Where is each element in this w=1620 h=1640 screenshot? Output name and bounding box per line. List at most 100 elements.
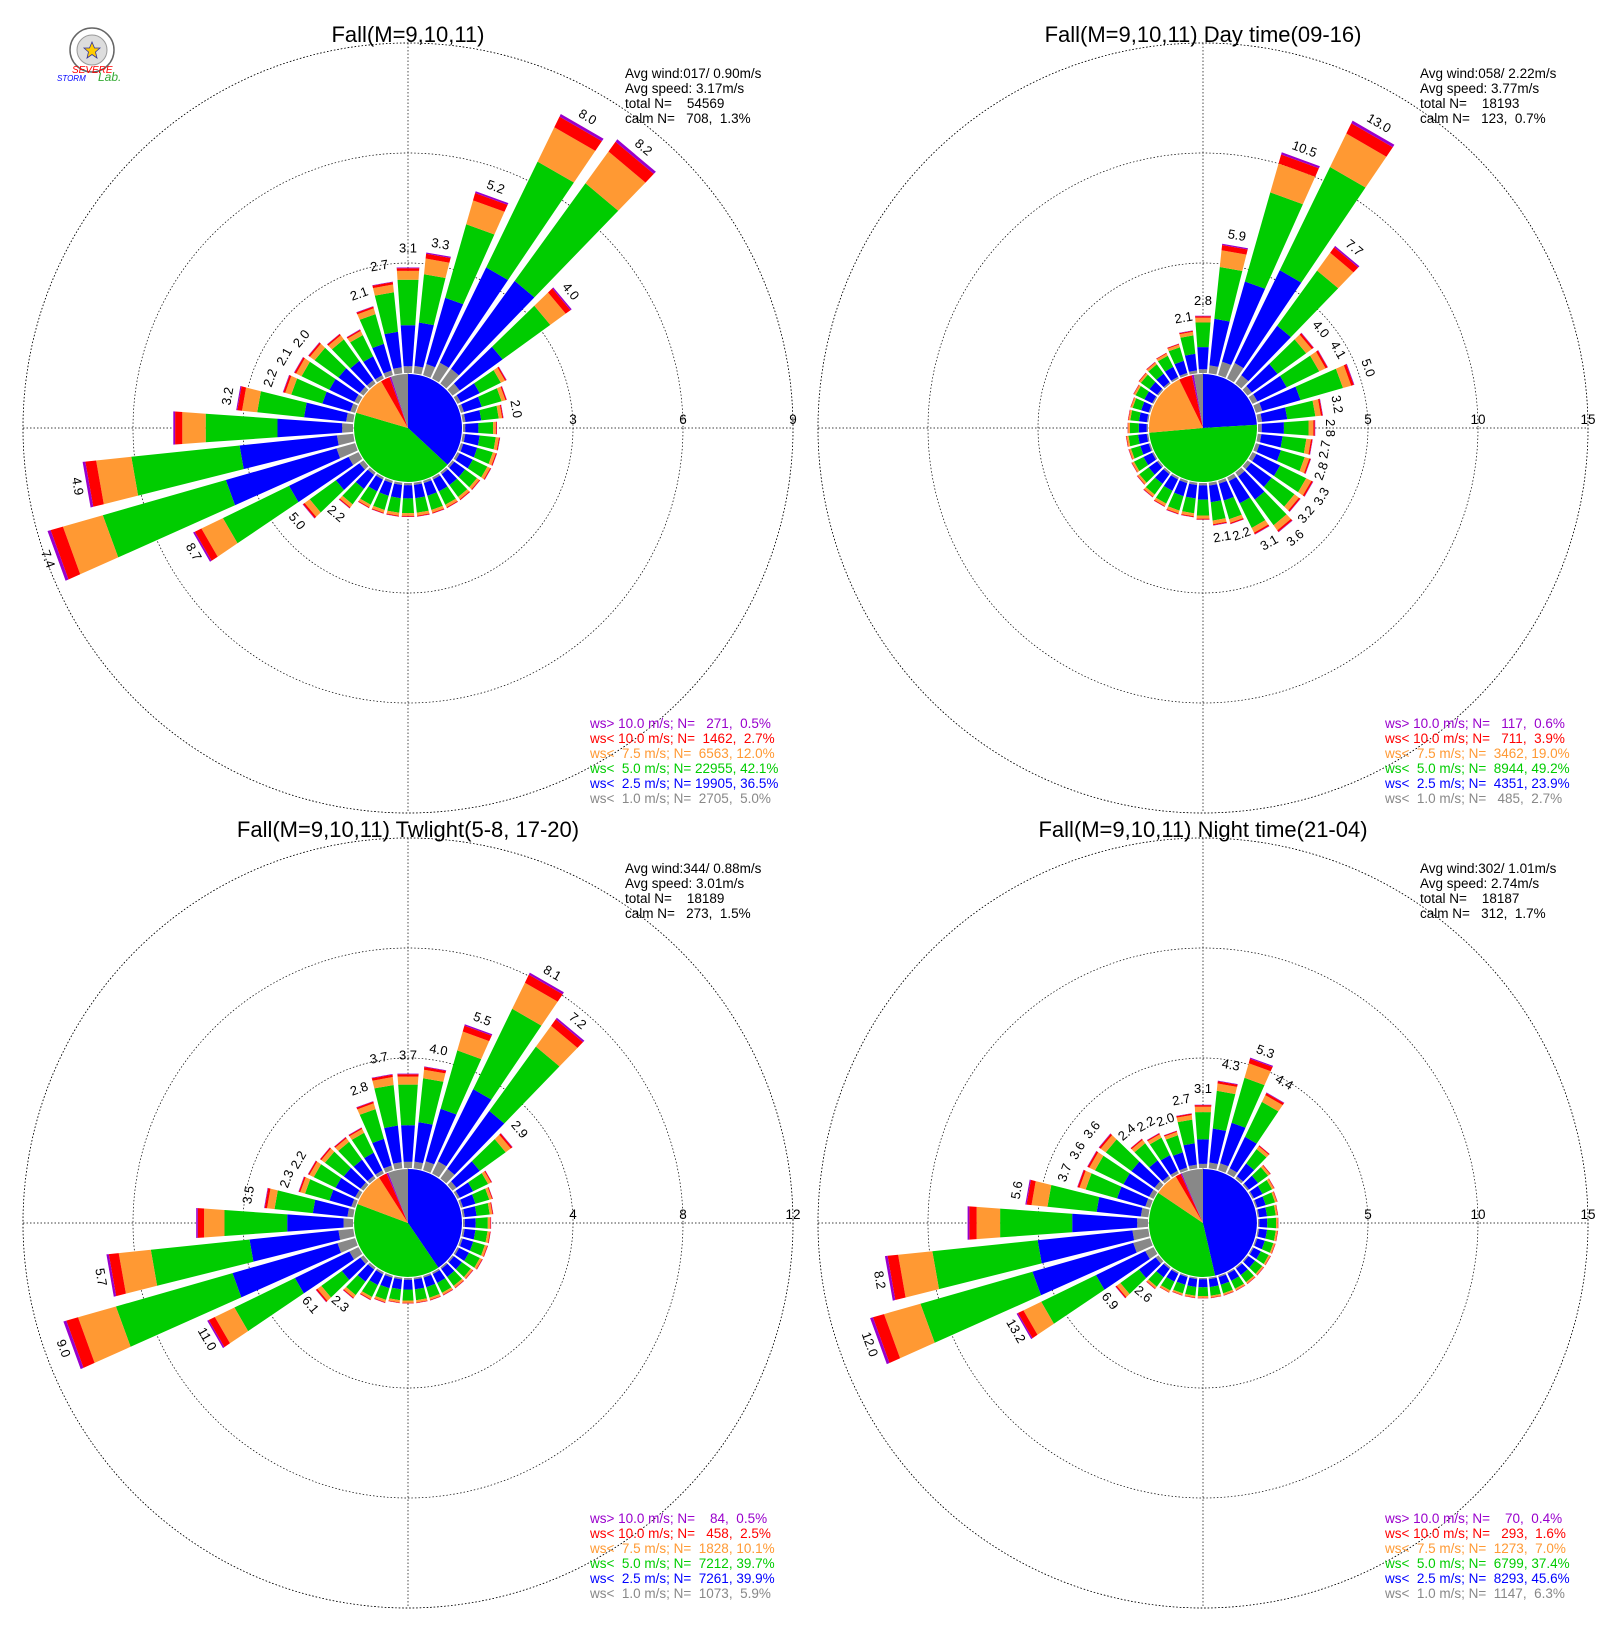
pie-slice xyxy=(357,1177,408,1223)
petal-segment-ws_lt_5 xyxy=(1240,1269,1254,1283)
petal-value-label: 5.3 xyxy=(1254,1041,1276,1061)
petal-segment-ws_lt_10 xyxy=(483,1245,488,1257)
petal-value-label: 2.2 xyxy=(1230,523,1252,543)
petal-segment-ws_lt_10 xyxy=(85,460,104,507)
petal-segment-ws_lt_1 xyxy=(432,1161,447,1178)
petal-segment-ws_lt_10 xyxy=(548,288,571,314)
petal-90 xyxy=(463,421,497,435)
petal-segment-ws_gt_10 xyxy=(1153,500,1165,507)
petal-segment-ws_gt_10 xyxy=(348,1127,362,1136)
petal-segment-ws_lt_7_5 xyxy=(357,308,376,320)
petal-segment-ws_gt_10 xyxy=(1127,409,1130,421)
petal-segment-ws_lt_1 xyxy=(1163,467,1171,475)
pie-slice xyxy=(1179,375,1203,428)
petal-segment-ws_gt_10 xyxy=(417,514,430,517)
petal-segment-ws_lt_5 xyxy=(1262,1192,1276,1206)
petal-0: 2.8 xyxy=(1194,293,1212,373)
petal-segment-ws_gt_10 xyxy=(1254,525,1270,535)
petal-segment-ws_lt_10 xyxy=(1138,372,1147,382)
petal-segment-ws_gt_10 xyxy=(1166,509,1179,515)
petal-segment-ws_lt_1 xyxy=(1179,1167,1188,1173)
petal-segment-ws_lt_10 xyxy=(1318,398,1323,416)
petal-segment-ws_lt_7_5 xyxy=(1159,1285,1171,1293)
petal-segment-ws_gt_10 xyxy=(1230,519,1244,525)
petal-segment-ws_gt_10 xyxy=(356,306,374,313)
petal-20: 10.5 xyxy=(1218,138,1320,378)
petal-segment-ws_lt_2_5 xyxy=(403,1279,413,1290)
petal-value-label: 3.7 xyxy=(399,1048,417,1063)
petal-segment-ws_lt_2_5 xyxy=(304,402,348,422)
petal-segment-ws_lt_2_5 xyxy=(1238,471,1265,500)
petal-segment-ws_lt_5 xyxy=(1140,374,1156,390)
pie-slice xyxy=(381,377,408,428)
petal-segment-ws_lt_2_5 xyxy=(447,1110,505,1175)
petal-segment-ws_lt_7_5 xyxy=(1246,1275,1256,1284)
petal-segment-ws_gt_10 xyxy=(193,531,212,562)
petal-segment-ws_lt_1 xyxy=(1189,481,1198,486)
petal-segment-ws_lt_7_5 xyxy=(309,1161,322,1178)
petal-value-label: 2.2 xyxy=(325,502,348,525)
petal-segment-ws_gt_10 xyxy=(1217,1080,1238,1085)
pie-slice xyxy=(1175,1173,1203,1223)
petal-segment-ws_lt_10 xyxy=(1195,316,1211,318)
petal-segment-ws_lt_1 xyxy=(383,1165,393,1173)
petal-70: 5.0 xyxy=(1253,357,1379,413)
petal-segment-ws_lt_7_5 xyxy=(487,1202,493,1215)
speed-class-pie xyxy=(354,373,462,482)
petal-segment-ws_lt_7_5 xyxy=(328,335,344,350)
petal-segment-ws_lt_10 xyxy=(1125,436,1129,447)
wind-rose-panel-1: 3 6 9 3.1 3.3 5.2 8.0 8.24.0 2.0 2.2 5.08.7 7.4 4.9 3… xyxy=(22,22,797,814)
petal-segment-ws_lt_2_5 xyxy=(1176,1274,1188,1285)
petal-segment-ws_lt_7_5 xyxy=(358,498,371,508)
legend-entry: ws< 1.0 m/s; N= 1073, 5.9% xyxy=(589,1586,771,1601)
pie-slice xyxy=(1180,1173,1203,1223)
petal-270 xyxy=(196,1208,353,1238)
pie-slice xyxy=(388,1169,408,1223)
petal-60 xyxy=(453,366,507,404)
petal-segment-ws_lt_5 xyxy=(1280,436,1307,454)
petal-100: 2.7 xyxy=(1256,433,1333,460)
petal-segment-ws_lt_10 xyxy=(499,404,504,419)
petal-segment-ws_gt_10 xyxy=(374,1298,386,1304)
petal-segment-ws_lt_7_5 xyxy=(373,284,394,296)
petal-100 xyxy=(461,433,501,451)
petal-segment-ws_lt_1 xyxy=(1248,1247,1254,1255)
petal-segment-ws_lt_10 xyxy=(356,306,374,315)
petal-segment-ws_lt_5 xyxy=(1210,500,1226,521)
petal-310: 2.0 xyxy=(290,327,369,396)
petal-segment-ws_lt_5 xyxy=(1279,167,1366,283)
petal-segment-ws_lt_5 xyxy=(1212,1090,1236,1131)
petal-segment-ws_lt_7_5 xyxy=(1299,457,1310,474)
petal-segment-ws_lt_10 xyxy=(1221,245,1248,255)
petal-segment-ws_lt_2_5 xyxy=(1149,381,1163,395)
petal-segment-ws_lt_10 xyxy=(1179,330,1193,335)
petal-value-label: 2.1 xyxy=(1173,308,1193,326)
petal-segment-ws_lt_5 xyxy=(1267,1217,1276,1229)
petal-segment-ws_gt_10 xyxy=(552,287,572,311)
petal-segment-ws_lt_7_5 xyxy=(386,510,400,516)
petal-segment-ws_lt_10 xyxy=(1213,521,1227,526)
petal-segment-ws_gt_10 xyxy=(294,357,304,373)
petal-segment-ws_lt_10 xyxy=(1133,384,1140,395)
petal-segment-ws_lt_2_5 xyxy=(1117,1186,1149,1207)
info-avg-wind: Avg wind:017/ 0.90m/s xyxy=(625,66,762,81)
petal-segment-ws_gt_10 xyxy=(82,461,94,508)
petal-segment-ws_lt_5 xyxy=(1269,339,1307,374)
petal-segment-ws_lt_10 xyxy=(1077,1169,1086,1188)
petal-segment-ws_lt_2_5 xyxy=(1236,1163,1255,1182)
petal-140 xyxy=(440,1262,465,1289)
petal-260: 8.2 xyxy=(871,1228,1150,1301)
petal-segment-ws_lt_5 xyxy=(1249,1260,1263,1274)
pie-slice xyxy=(1149,424,1257,482)
petal-value-label: 3.6 xyxy=(1066,1139,1088,1162)
petal-segment-ws_lt_5 xyxy=(1133,457,1149,471)
petal-segment-ws_lt_5 xyxy=(471,1139,506,1171)
petal-segment-ws_lt_2_5 xyxy=(1187,1277,1198,1288)
petal-segment-ws_lt_7_5 xyxy=(1260,1165,1271,1176)
panel-title: Fall(M=9,10,11) Day time(09-16) xyxy=(1045,22,1362,47)
petal-160 xyxy=(1218,1273,1234,1296)
petal-90: 2.8 xyxy=(1258,419,1338,437)
petal-segment-ws_lt_10 xyxy=(1147,1133,1160,1142)
petal-230: 6.1 xyxy=(299,1255,369,1316)
petal-110 xyxy=(458,1238,489,1257)
